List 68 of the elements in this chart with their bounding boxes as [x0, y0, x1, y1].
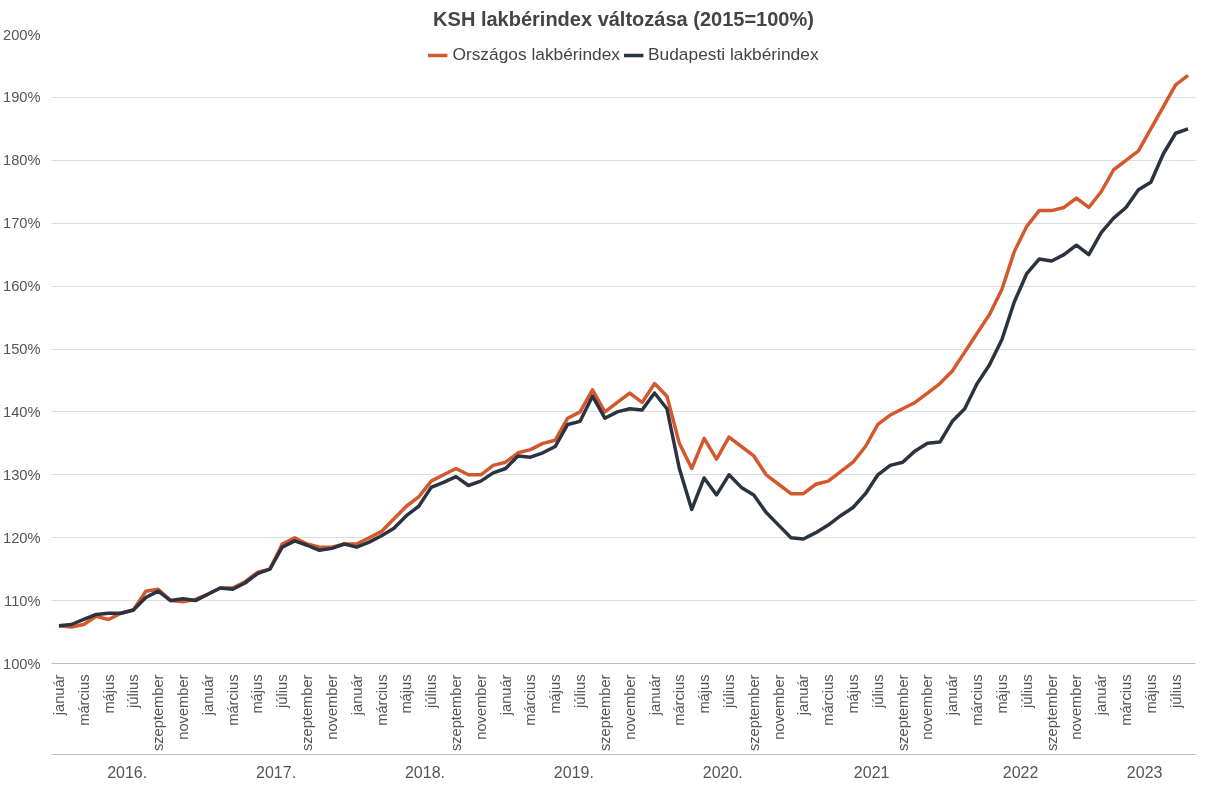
x-tick-label: január: [348, 674, 365, 717]
x-tick-label: január: [646, 674, 663, 717]
x-tick-label: május: [547, 674, 564, 714]
x-tick-label: július: [423, 674, 440, 709]
y-tick-label: 160%: [3, 278, 41, 295]
x-tick-label: szeptember: [745, 674, 762, 752]
x-tick-label: március: [224, 674, 241, 726]
legend-label: Országos lakbérindex: [452, 44, 621, 65]
x-tick-label: szeptember: [150, 674, 167, 752]
y-tick-label: 120%: [3, 529, 41, 546]
x-tick-label: július: [1167, 674, 1184, 709]
x-tick-label: március: [373, 674, 390, 726]
x-tick-label: március: [969, 674, 986, 726]
x-tick-label: január: [944, 674, 961, 717]
x-tick-label: március: [522, 674, 539, 726]
x-tick-label: január: [1093, 674, 1110, 717]
text: 2021: [853, 763, 890, 781]
x-tick-label: május: [398, 674, 415, 714]
x-tick-label: november: [621, 674, 638, 740]
y-tick-label: 150%: [3, 341, 41, 357]
x-tick-label: július: [572, 674, 589, 709]
legend-label: Budapesti lakbérindex: [648, 44, 819, 65]
x-tick-label: november: [472, 674, 489, 740]
text: 2019.: [553, 763, 594, 781]
x-tick-label: március: [1118, 674, 1135, 726]
text: 2018.: [404, 763, 445, 781]
x-tick-label: szeptember: [596, 674, 613, 752]
y-tick-label: 100%: [3, 655, 41, 672]
x-tick-label: szeptember: [894, 674, 911, 752]
x-tick-label: május: [993, 674, 1010, 714]
text: 2022: [1002, 763, 1039, 781]
x-tick-label: május: [845, 674, 862, 714]
y-tick-label: 130%: [3, 466, 41, 483]
x-tick-label: november: [919, 674, 936, 740]
x-tick-label: szeptember: [1043, 674, 1060, 752]
x-tick-label: május: [100, 674, 117, 714]
y-tick-label: 180%: [3, 152, 41, 169]
y-tick-label: 200%: [3, 26, 41, 43]
x-tick-label: március: [671, 674, 688, 726]
y-tick-label: 170%: [3, 215, 41, 232]
x-tick-label: január: [50, 674, 67, 717]
x-tick-label: július: [125, 674, 142, 709]
x-tick-label: május: [249, 674, 266, 714]
text: 2020.: [702, 763, 743, 781]
x-tick-label: július: [1018, 674, 1035, 709]
x-tick-label: július: [869, 674, 886, 709]
x-tick-label: július: [720, 674, 737, 709]
x-tick-label: szeptember: [299, 674, 316, 752]
text: 2023: [1126, 763, 1163, 781]
x-tick-label: március: [820, 674, 837, 726]
x-tick-label: május: [1142, 674, 1159, 714]
text: 2016.: [107, 763, 148, 781]
x-tick-label: március: [75, 674, 92, 726]
y-tick-label: 110%: [4, 592, 41, 609]
x-tick-label: november: [323, 674, 340, 740]
y-tick-label: 190%: [3, 89, 41, 106]
x-tick-label: november: [1068, 674, 1085, 740]
text: 2017.: [256, 763, 297, 781]
x-tick-label: szeptember: [447, 674, 464, 752]
x-tick-label: január: [795, 674, 812, 717]
x-tick-label: november: [175, 674, 192, 740]
y-tick-label: 140%: [3, 403, 41, 420]
x-tick-label: november: [770, 674, 787, 740]
x-tick-label: július: [274, 674, 291, 709]
chart-title: KSH lakbérindex változása (2015=100%): [433, 7, 814, 30]
x-tick-label: január: [497, 674, 514, 717]
x-tick-label: január: [199, 674, 216, 717]
x-tick-label: május: [696, 674, 713, 714]
